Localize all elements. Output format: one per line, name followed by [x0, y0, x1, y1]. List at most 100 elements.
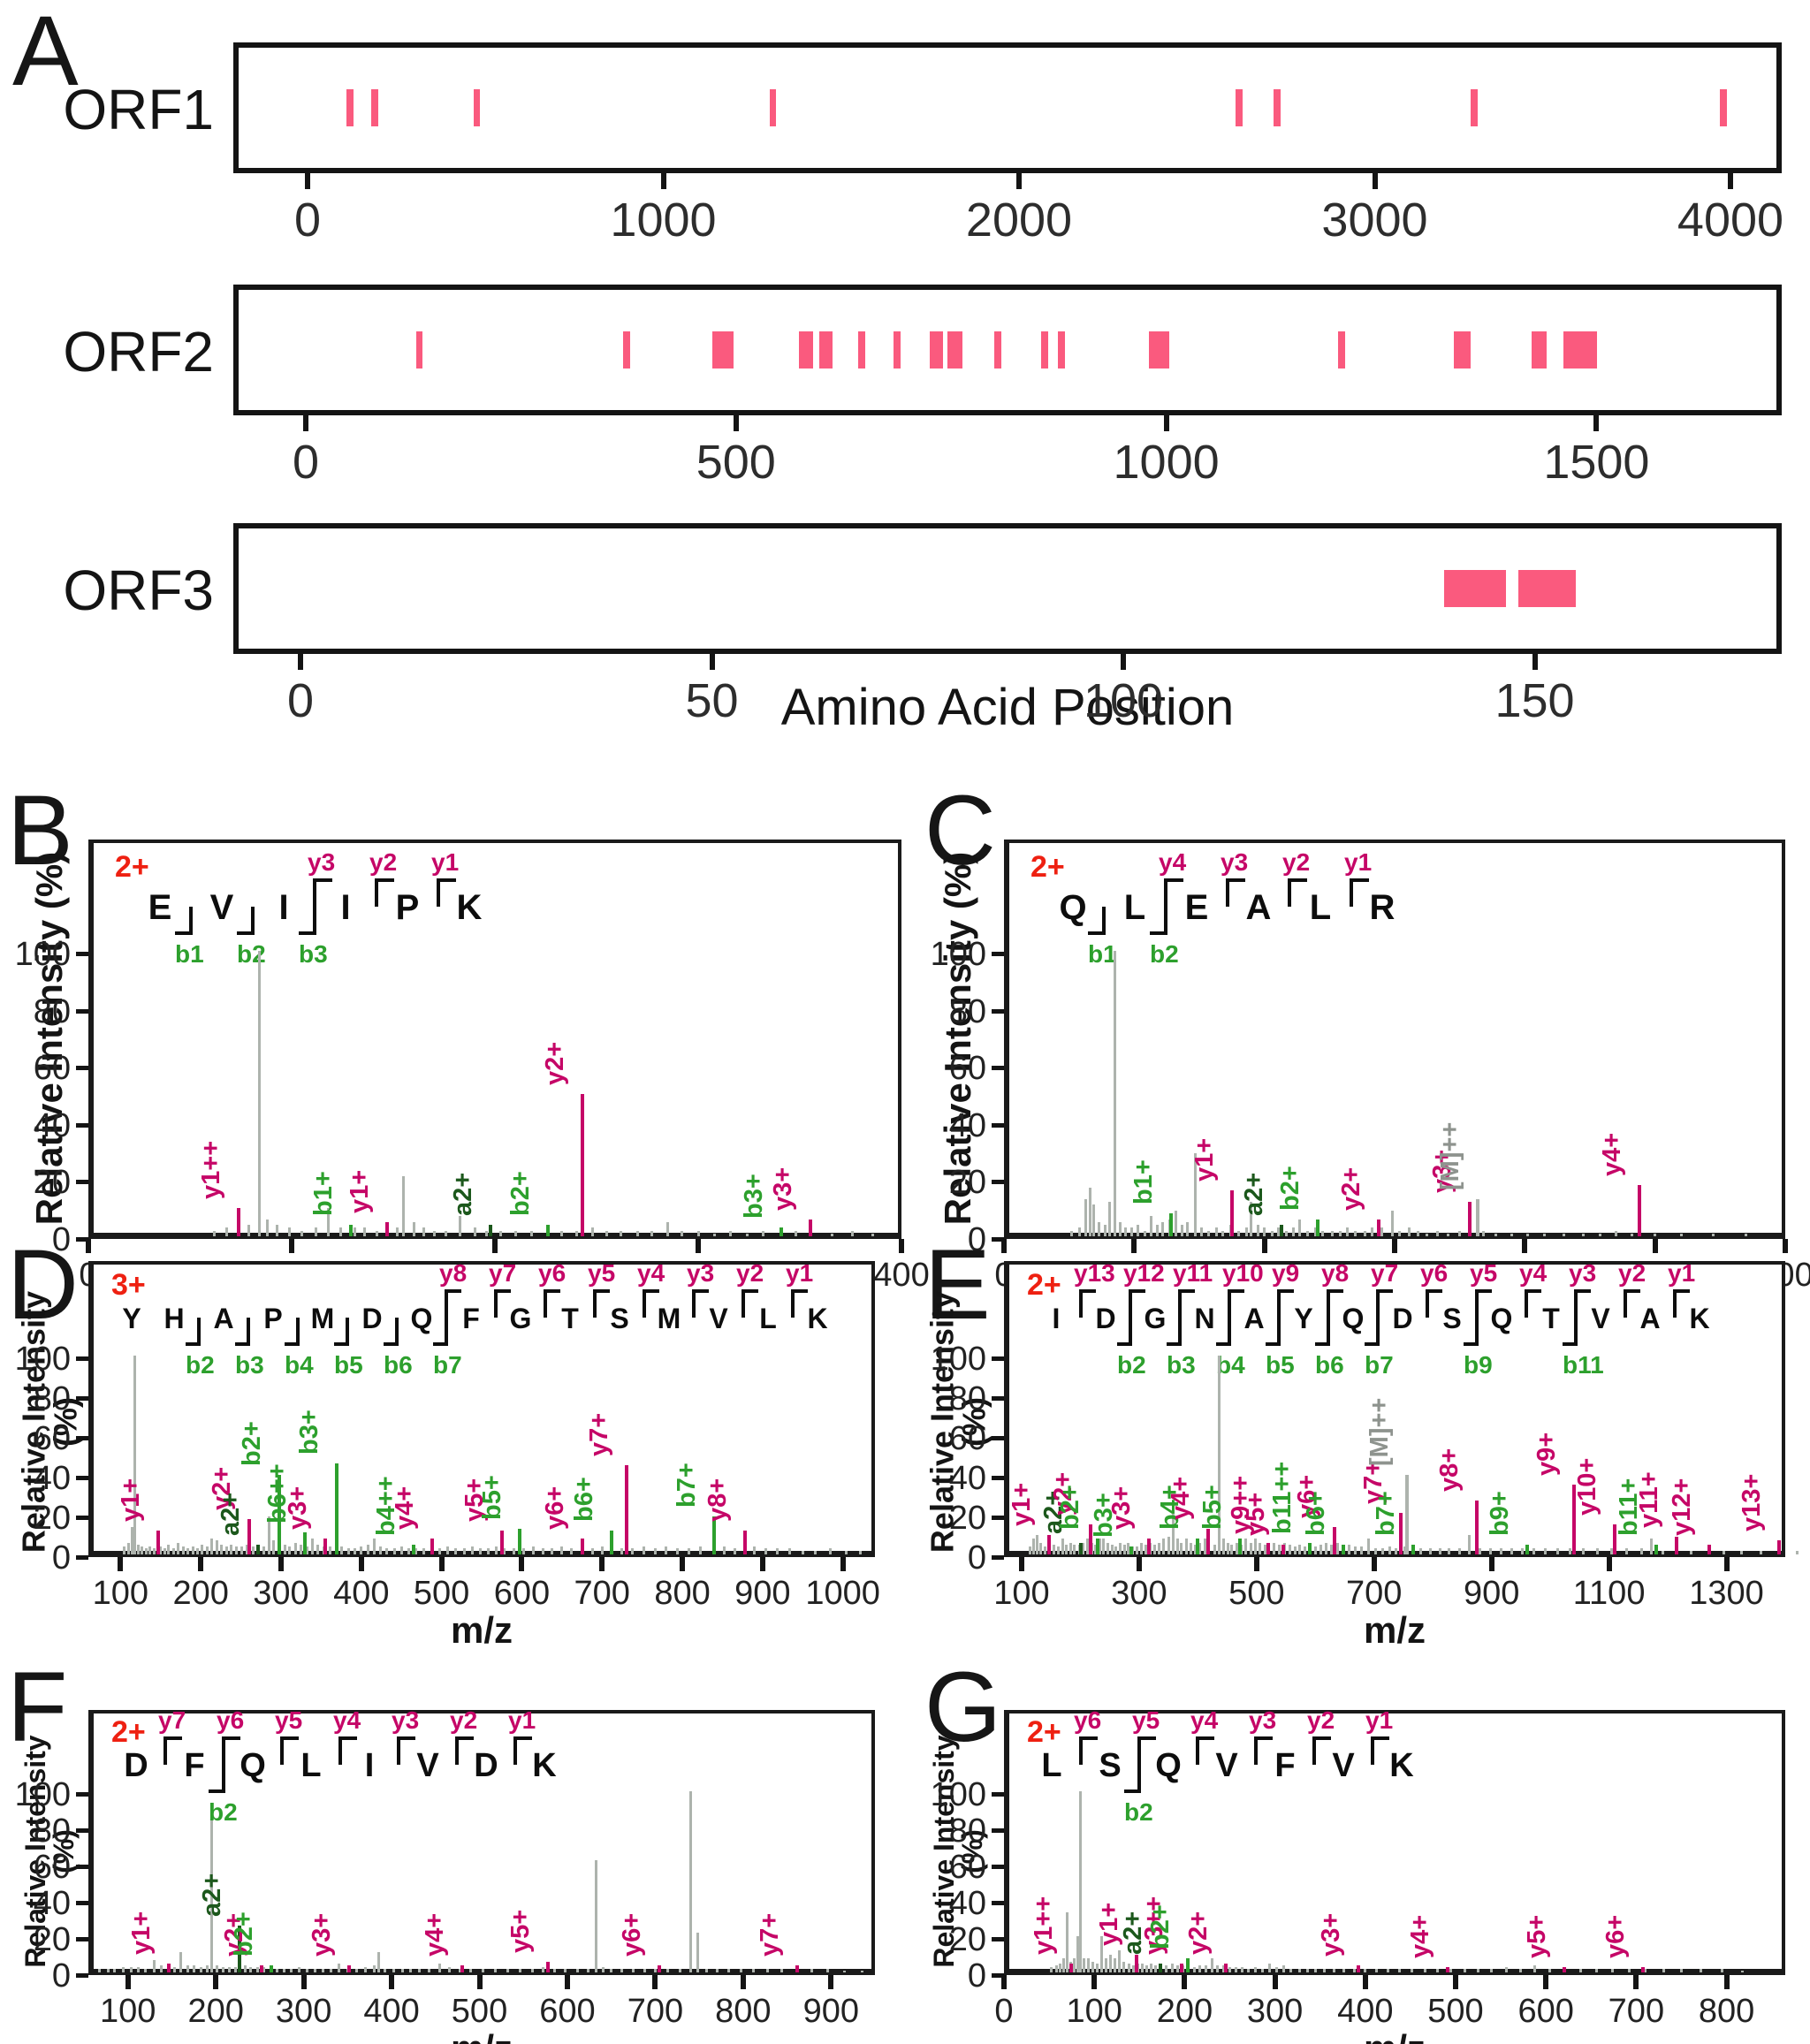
spectrum-peak	[167, 1544, 171, 1554]
peptide-coverage-mark	[371, 89, 378, 126]
ion-label-a2: a2+	[1118, 1911, 1147, 1955]
spectrum-peak	[1795, 1550, 1799, 1554]
spectrum-peak	[314, 1968, 317, 1972]
spectrum-peak	[531, 1546, 535, 1554]
spectrum-peak	[192, 1964, 195, 1972]
fragmentation-marker: y5	[587, 1261, 615, 1342]
y-ion-name: y4	[1519, 1259, 1548, 1287]
spectrum-peak	[459, 1968, 462, 1972]
y-ion-bracket	[375, 878, 394, 907]
spectrum-peak	[844, 1550, 848, 1554]
spectrum-peak	[1244, 1539, 1248, 1554]
ion-label-y2: y2+	[1184, 1911, 1213, 1955]
annotated-peak-a2	[1158, 1963, 1162, 1972]
spectrum-peak	[1031, 1539, 1035, 1554]
residue-letter: I	[1052, 1303, 1061, 1334]
spectrum-peak	[1084, 1199, 1088, 1236]
spectrum-peak	[1582, 1233, 1586, 1236]
y-ion-bracket	[1475, 1289, 1492, 1318]
spectrum-peak	[376, 1230, 379, 1236]
spectrum-peak	[399, 1546, 403, 1554]
spectrum-peak	[1082, 1542, 1085, 1554]
spectrum-peak	[306, 1968, 309, 1972]
axis-tick	[1121, 652, 1126, 670]
spectrum-peak	[1745, 1233, 1748, 1236]
spectrum-peak	[1127, 1963, 1130, 1972]
peptide-coverage-mark	[1719, 89, 1727, 126]
panel-e-letter: E	[924, 1229, 991, 1340]
spectrum-peak	[1342, 1968, 1345, 1972]
spectrum-peak	[1448, 1548, 1451, 1554]
residue-letter: S	[610, 1303, 629, 1334]
x-axis-tick	[599, 1557, 605, 1571]
y-axis-tick-label: 100	[14, 936, 71, 973]
x-axis-tick-label: 700	[627, 1993, 684, 2030]
orf1-label: ORF1	[63, 78, 214, 141]
y-axis-tick	[992, 1436, 1004, 1440]
ion-label-y6: y6+	[1292, 1474, 1321, 1518]
spectrum-peak	[1175, 1964, 1179, 1972]
residue-letter: V	[1215, 1747, 1238, 1784]
spectrum-peak	[288, 1546, 292, 1554]
y-ion-bracket	[1277, 1289, 1294, 1318]
ion-label-y4: y4+	[1597, 1132, 1626, 1176]
ion-label-a2: a2+	[1039, 1490, 1069, 1534]
spectrum-peak	[1446, 1233, 1449, 1236]
spectrum-peak	[1213, 1544, 1217, 1554]
annotated-peak-b11	[1654, 1544, 1658, 1554]
x-axis-tick	[1783, 1239, 1788, 1253]
peptide-coverage-mark	[1444, 570, 1506, 607]
b-ion-name: b5	[1266, 1351, 1295, 1379]
spectrum-peak	[470, 1546, 474, 1554]
spectrum-peak	[1244, 1227, 1248, 1236]
spectrum-peak	[1083, 1957, 1086, 1972]
y-axis-tick	[992, 1066, 1004, 1071]
y-ion-bracket	[1228, 1289, 1244, 1318]
spectrum-peak	[1366, 1539, 1370, 1554]
spectrum-peak	[1058, 1963, 1061, 1972]
ion-label-y3: y3+	[283, 1486, 312, 1530]
fragmentation-marker: y3 b11	[1563, 1261, 1604, 1378]
b-ion-name: b2	[237, 940, 266, 968]
spectrum-peak	[653, 1968, 657, 1972]
spectrum-peak	[722, 1546, 726, 1554]
x-axis-tick	[213, 1975, 219, 1989]
residue-letter: T	[1542, 1303, 1560, 1334]
y-axis-tick	[992, 1008, 1004, 1014]
x-axis-tick	[118, 1557, 124, 1571]
y-axis-tick-label: 80	[33, 992, 71, 1030]
fragmentation-marker: y4	[1188, 1708, 1218, 1789]
residue-letter: Q	[1059, 888, 1087, 927]
spectrum-peak	[653, 1548, 657, 1554]
ion-label-b9: b9+	[1485, 1490, 1514, 1536]
orf-box-orf1	[233, 42, 1782, 173]
spectrum-peak	[1260, 1968, 1264, 1972]
spectrum-peak	[1171, 1512, 1175, 1554]
spectrum-peak	[1712, 1233, 1715, 1236]
spectrum-peak	[1221, 1964, 1225, 1972]
spectrum-peak	[842, 1970, 846, 1972]
spectrum-peak	[1090, 1542, 1093, 1554]
axis-tick	[1163, 414, 1169, 431]
spectrum-peak	[366, 1544, 369, 1554]
y-axis-tick-label: 20	[33, 1164, 71, 1202]
ion-label-y2: y2+	[1049, 1472, 1078, 1516]
spectrum-peak	[469, 1968, 473, 1972]
spectrum-peak	[1314, 1546, 1318, 1554]
axis-tick	[1372, 171, 1378, 189]
y-ion-name: y1	[1365, 1706, 1394, 1734]
residue-letter: V	[416, 1747, 439, 1784]
b-ion-bracket	[1563, 1318, 1578, 1346]
y-axis-tick-label: 40	[948, 1106, 986, 1144]
residue-letter: V	[209, 888, 234, 927]
annotated-peak-b11	[1307, 1542, 1312, 1554]
ion-label-y6: y6+	[540, 1486, 569, 1530]
peptide-coverage-mark	[1563, 331, 1598, 369]
annotated-peak-b6	[303, 1532, 308, 1554]
spectrum-peak	[1741, 1970, 1745, 1972]
spectrum-peak	[1092, 1204, 1096, 1236]
spectrum-peak	[1417, 1230, 1420, 1236]
